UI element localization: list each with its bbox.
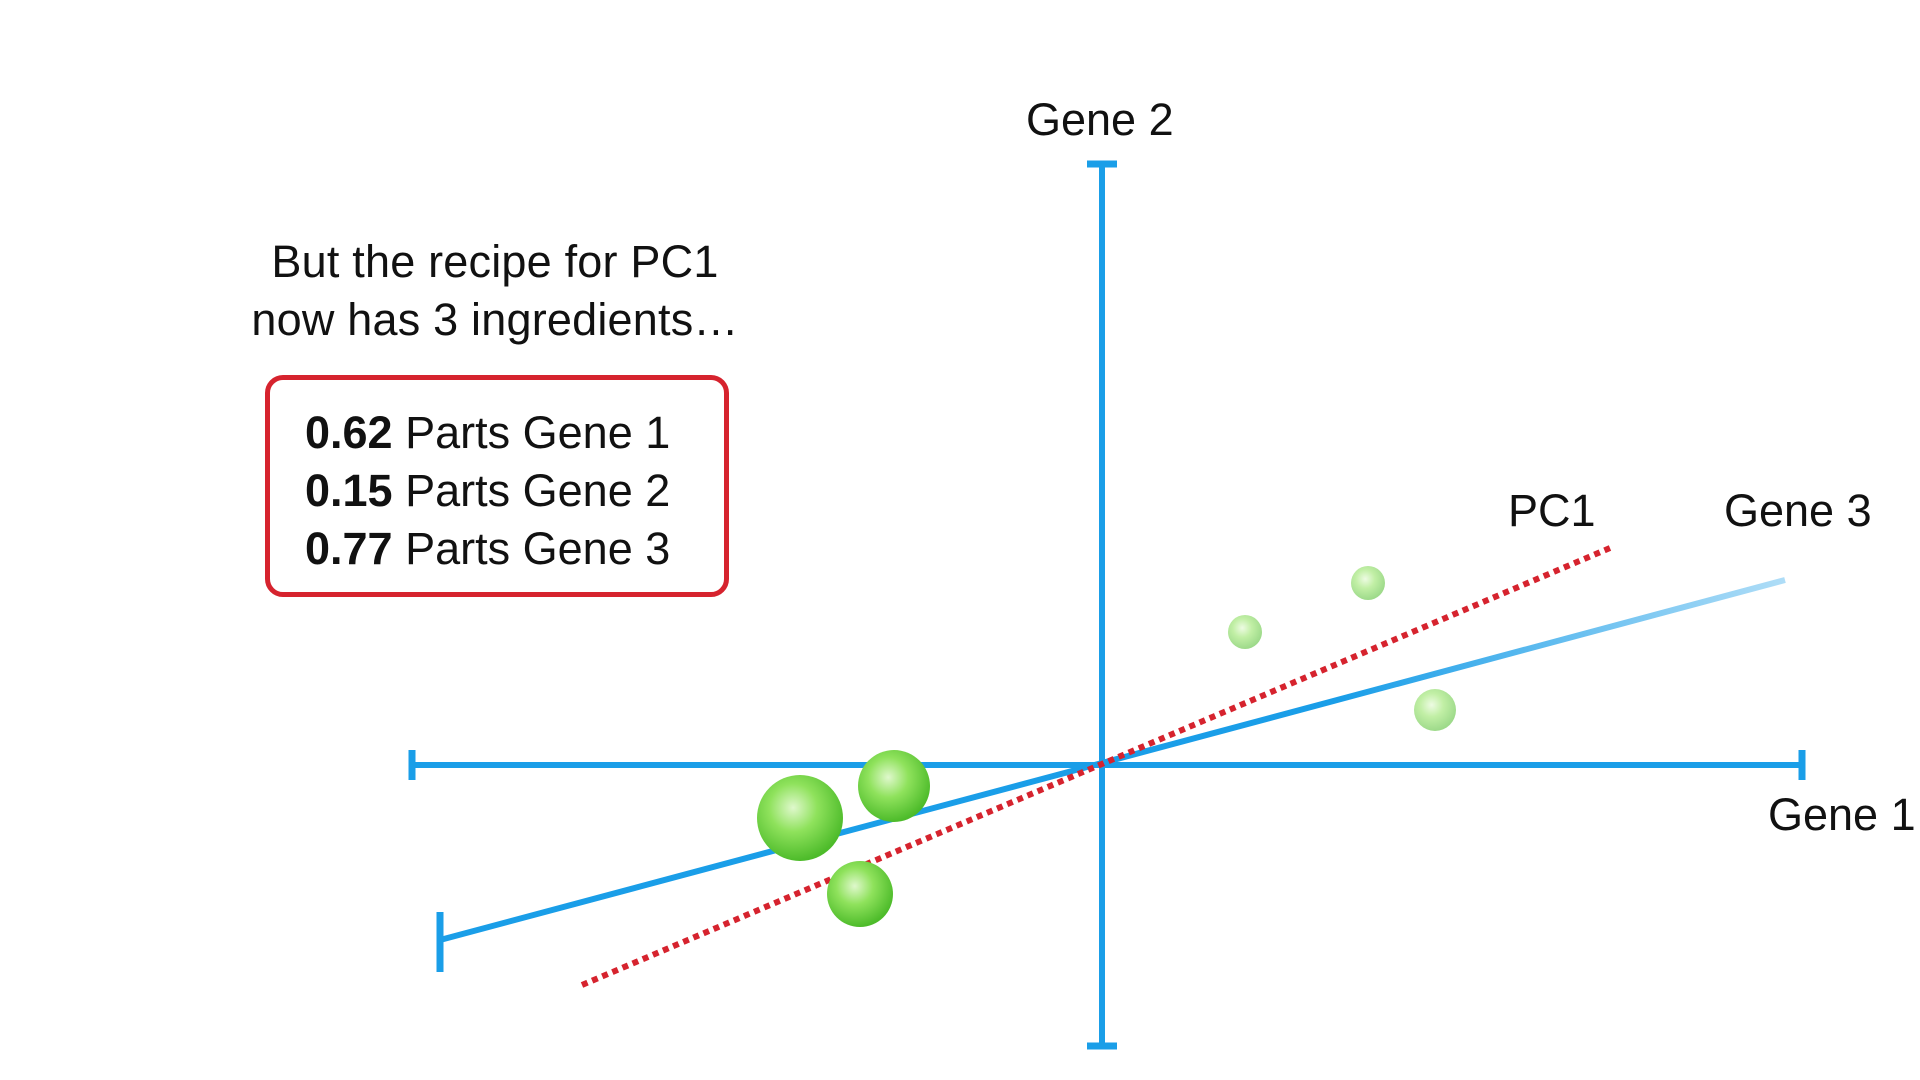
data-point <box>827 861 893 927</box>
data-point <box>1351 566 1385 600</box>
data-point <box>1414 689 1456 731</box>
recipe-text: Parts Gene 2 <box>405 465 671 516</box>
recipe-line-gene1: 0.62 Parts Gene 1 <box>305 404 670 462</box>
recipe-caption: But the recipe for PC1 now has 3 ingredi… <box>190 233 800 349</box>
pc1-recipe-box: 0.62 Parts Gene 1 0.15 Parts Gene 2 0.77… <box>265 375 729 597</box>
gene3-axis-label: Gene 3 <box>1724 485 1872 536</box>
recipe-text: Parts Gene 3 <box>405 523 671 574</box>
gene2-axis-label: Gene 2 <box>1026 94 1174 145</box>
recipe-line-gene3: 0.77 Parts Gene 3 <box>305 520 670 578</box>
recipe-amount: 0.15 <box>305 465 393 516</box>
caption-line-1: But the recipe for PC1 <box>271 236 719 287</box>
data-point <box>858 750 930 822</box>
recipe-text: Parts Gene 1 <box>405 407 671 458</box>
recipe-line-gene2: 0.15 Parts Gene 2 <box>305 462 670 520</box>
gene2-axis <box>1087 160 1117 1050</box>
data-points <box>757 566 1456 927</box>
recipe-amount: 0.62 <box>305 407 393 458</box>
caption-line-2: now has 3 ingredients… <box>251 294 739 345</box>
pc1-label: PC1 <box>1508 485 1596 536</box>
gene3-axis <box>436 577 1786 972</box>
recipe-amount: 0.77 <box>305 523 393 574</box>
data-point <box>1228 615 1262 649</box>
gene1-axis <box>408 750 1806 780</box>
data-point <box>757 775 843 861</box>
gene1-axis-label: Gene 1 <box>1768 789 1916 840</box>
